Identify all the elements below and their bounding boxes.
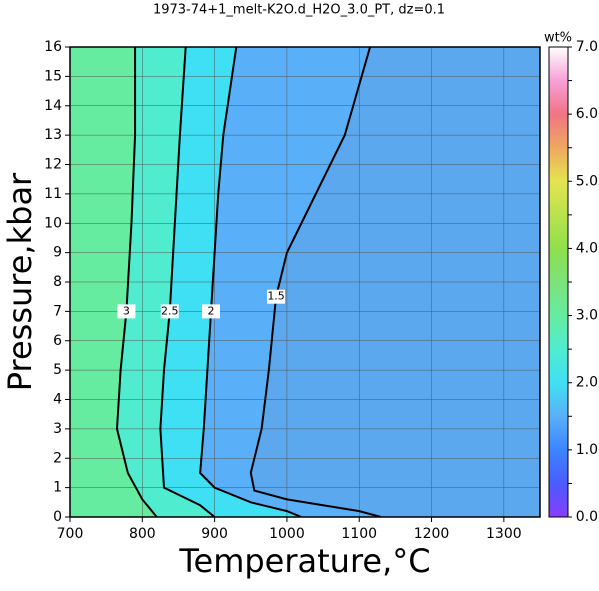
- contour-label: 2: [208, 304, 215, 317]
- contour-line: [115, 47, 158, 517]
- y-tick-label: 1: [53, 480, 62, 496]
- x-tick-label: 1000: [269, 526, 305, 542]
- y-tick-label: 14: [44, 98, 62, 114]
- y-tick-label: 7: [53, 303, 62, 319]
- contour-label: 2.5: [161, 304, 179, 317]
- y-tick-label: 13: [44, 127, 62, 143]
- contour-line: [249, 47, 382, 517]
- chart-title: 1973-74+1_melt-K2O.d_H2O_3.0_PT, dz=0.1: [153, 3, 445, 18]
- colorbar-tick-label: 3.0: [576, 308, 598, 324]
- y-tick-label: 3: [53, 421, 62, 437]
- contour-label-bg: [117, 304, 136, 319]
- y-axis-label: Pressure,kbar: [1, 172, 39, 391]
- colorbar-label: wt%: [544, 31, 572, 46]
- y-tick-label: 11: [44, 186, 62, 202]
- y-tick-label: 8: [53, 274, 62, 290]
- plot-area: 1.5 2 2.5 3: [70, 47, 540, 517]
- colorbar-tick-label: 1.0: [576, 442, 598, 458]
- y-tick-label: 4: [53, 392, 62, 408]
- contour-label: 3: [123, 304, 130, 317]
- x-tick-label: 1200: [414, 526, 450, 542]
- x-tick-label: 1100: [341, 526, 377, 542]
- y-tick-label: 10: [44, 215, 62, 231]
- x-tick-label: 800: [129, 526, 156, 542]
- x-tick-label: 700: [57, 526, 84, 542]
- colorbar-tick-label: 4.0: [576, 240, 598, 256]
- colorbar-tick-label: 0.0: [576, 509, 598, 525]
- x-tick-label: 900: [201, 526, 228, 542]
- y-tick-label: 9: [53, 245, 62, 261]
- y-tick-label: 16: [44, 39, 62, 55]
- contour-label-bg: [202, 304, 220, 319]
- contour-label: 1.5: [267, 290, 285, 303]
- y-tick-label: 2: [53, 450, 62, 466]
- contour-line: [159, 47, 216, 517]
- contour-label-bg: [160, 304, 179, 319]
- contour-label-bg: [267, 289, 286, 304]
- colorbar-tick-label: 2.0: [576, 375, 598, 391]
- y-tick-label: 6: [53, 333, 62, 349]
- y-tick-label: 15: [44, 68, 62, 84]
- colorbar-tick-label: 5.0: [576, 173, 598, 189]
- x-axis-label: Temperature,°C: [178, 542, 430, 580]
- y-tick-label: 5: [53, 362, 62, 378]
- contour-line: [199, 47, 302, 517]
- colorbar-tick-label: 6.0: [576, 106, 598, 122]
- colorbar-tick-label: 7.0: [576, 39, 598, 55]
- x-tick-label: 1300: [486, 526, 522, 542]
- colorbar: [548, 46, 569, 518]
- y-tick-label: 0: [53, 509, 62, 525]
- y-tick-label: 12: [44, 157, 62, 173]
